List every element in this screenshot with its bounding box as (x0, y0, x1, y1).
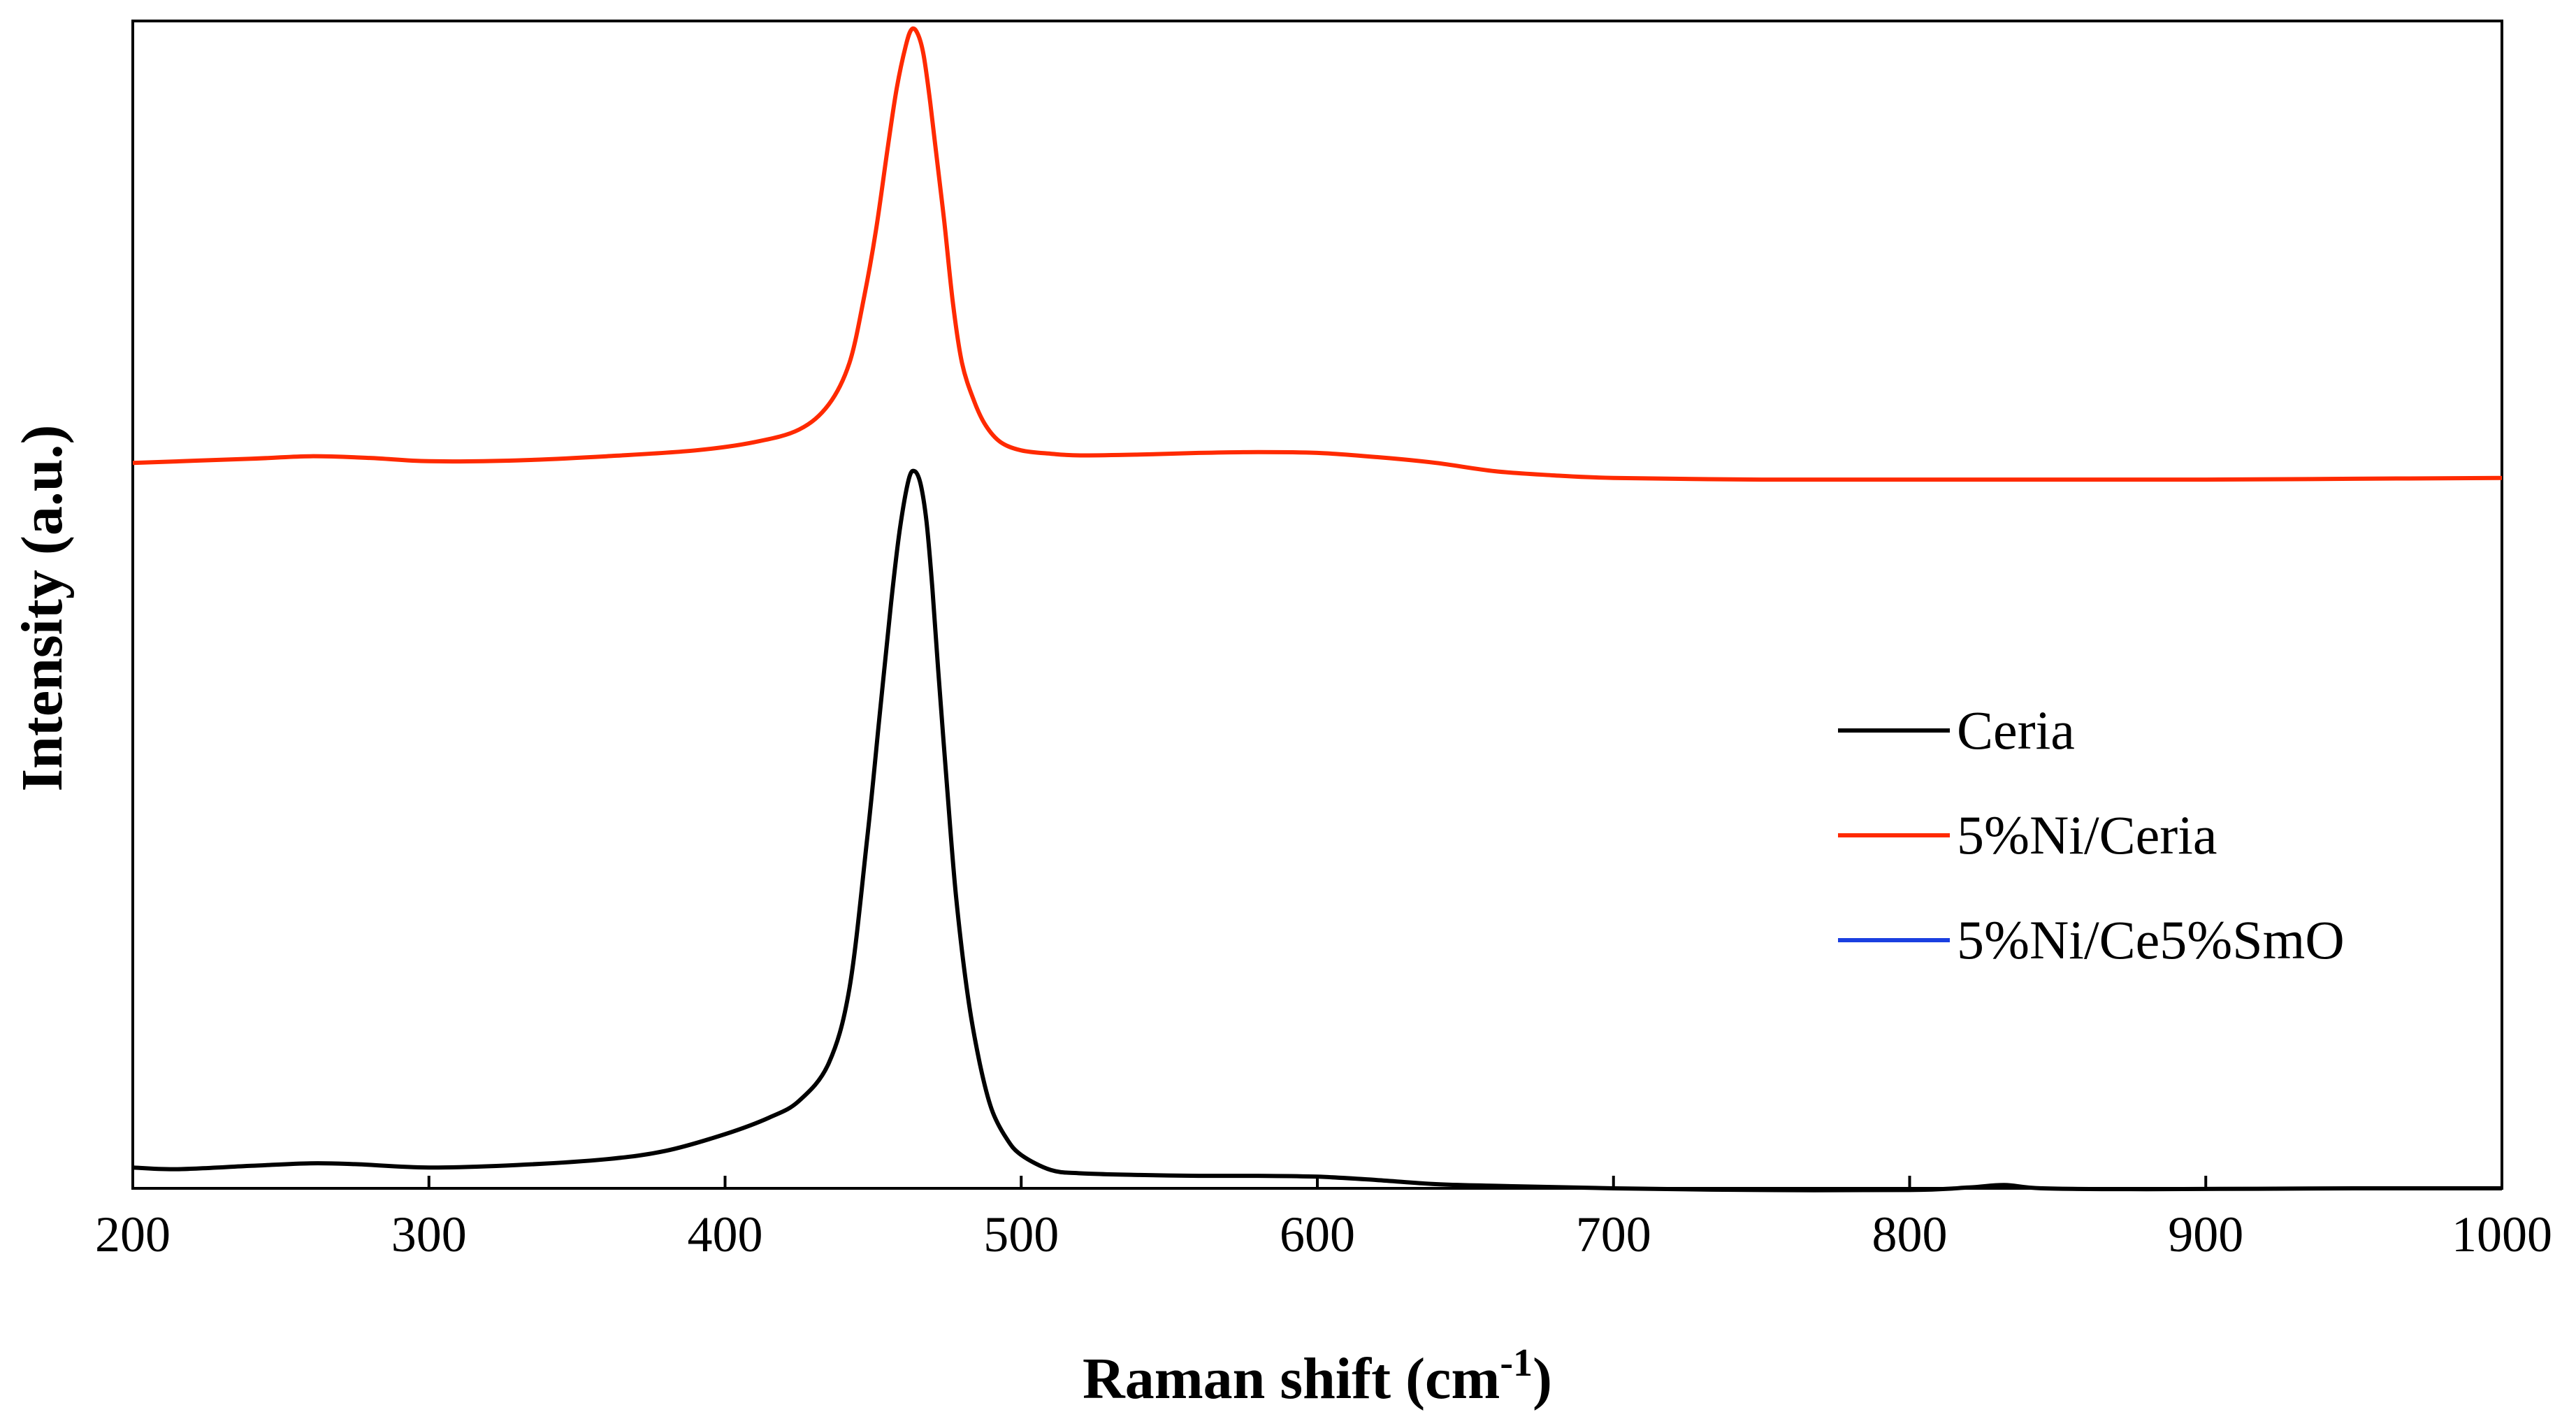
x-tick-label-600: 600 (1280, 1207, 1355, 1262)
x-tick-label-1000: 1000 (2452, 1207, 2552, 1262)
x-tick-label-900: 900 (2168, 1207, 2243, 1262)
x-tick-label-800: 800 (1872, 1207, 1948, 1262)
x-axis-tick-labels: 200 300 400 500 600 700 800 900 1000 (95, 1207, 2552, 1262)
plot-frame (131, 20, 2503, 1190)
legend-label-0: Ceria (1957, 700, 2075, 761)
x-axis-title-sup: -1 (1500, 1341, 1533, 1385)
series-lines (132, 26, 2503, 1193)
x-tick-label-300: 300 (391, 1207, 467, 1262)
x-tick-label-700: 700 (1576, 1207, 1651, 1262)
series-line-ceria (132, 468, 2503, 1193)
x-tick-label-500: 500 (983, 1207, 1059, 1262)
series-line-5-ni-ceria (132, 26, 2503, 482)
x-axis-title-main: Raman shift (cm (1083, 1346, 1500, 1411)
legend-label-2: 5%Ni/Ce5%SmO (1957, 909, 2345, 970)
y-axis-title: Intensity (a.u.) (10, 424, 75, 791)
x-tick-label-400: 400 (688, 1207, 763, 1262)
legend: Ceria 5%Ni/Ceria 5%Ni/Ce5%SmO (1838, 700, 2345, 970)
x-tick-label-200: 200 (95, 1207, 171, 1262)
legend-label-1: 5%Ni/Ceria (1957, 805, 2217, 865)
x-axis-title-close: ) (1533, 1346, 1552, 1411)
x-axis-title: Raman shift (cm-1) (1083, 1341, 1552, 1411)
